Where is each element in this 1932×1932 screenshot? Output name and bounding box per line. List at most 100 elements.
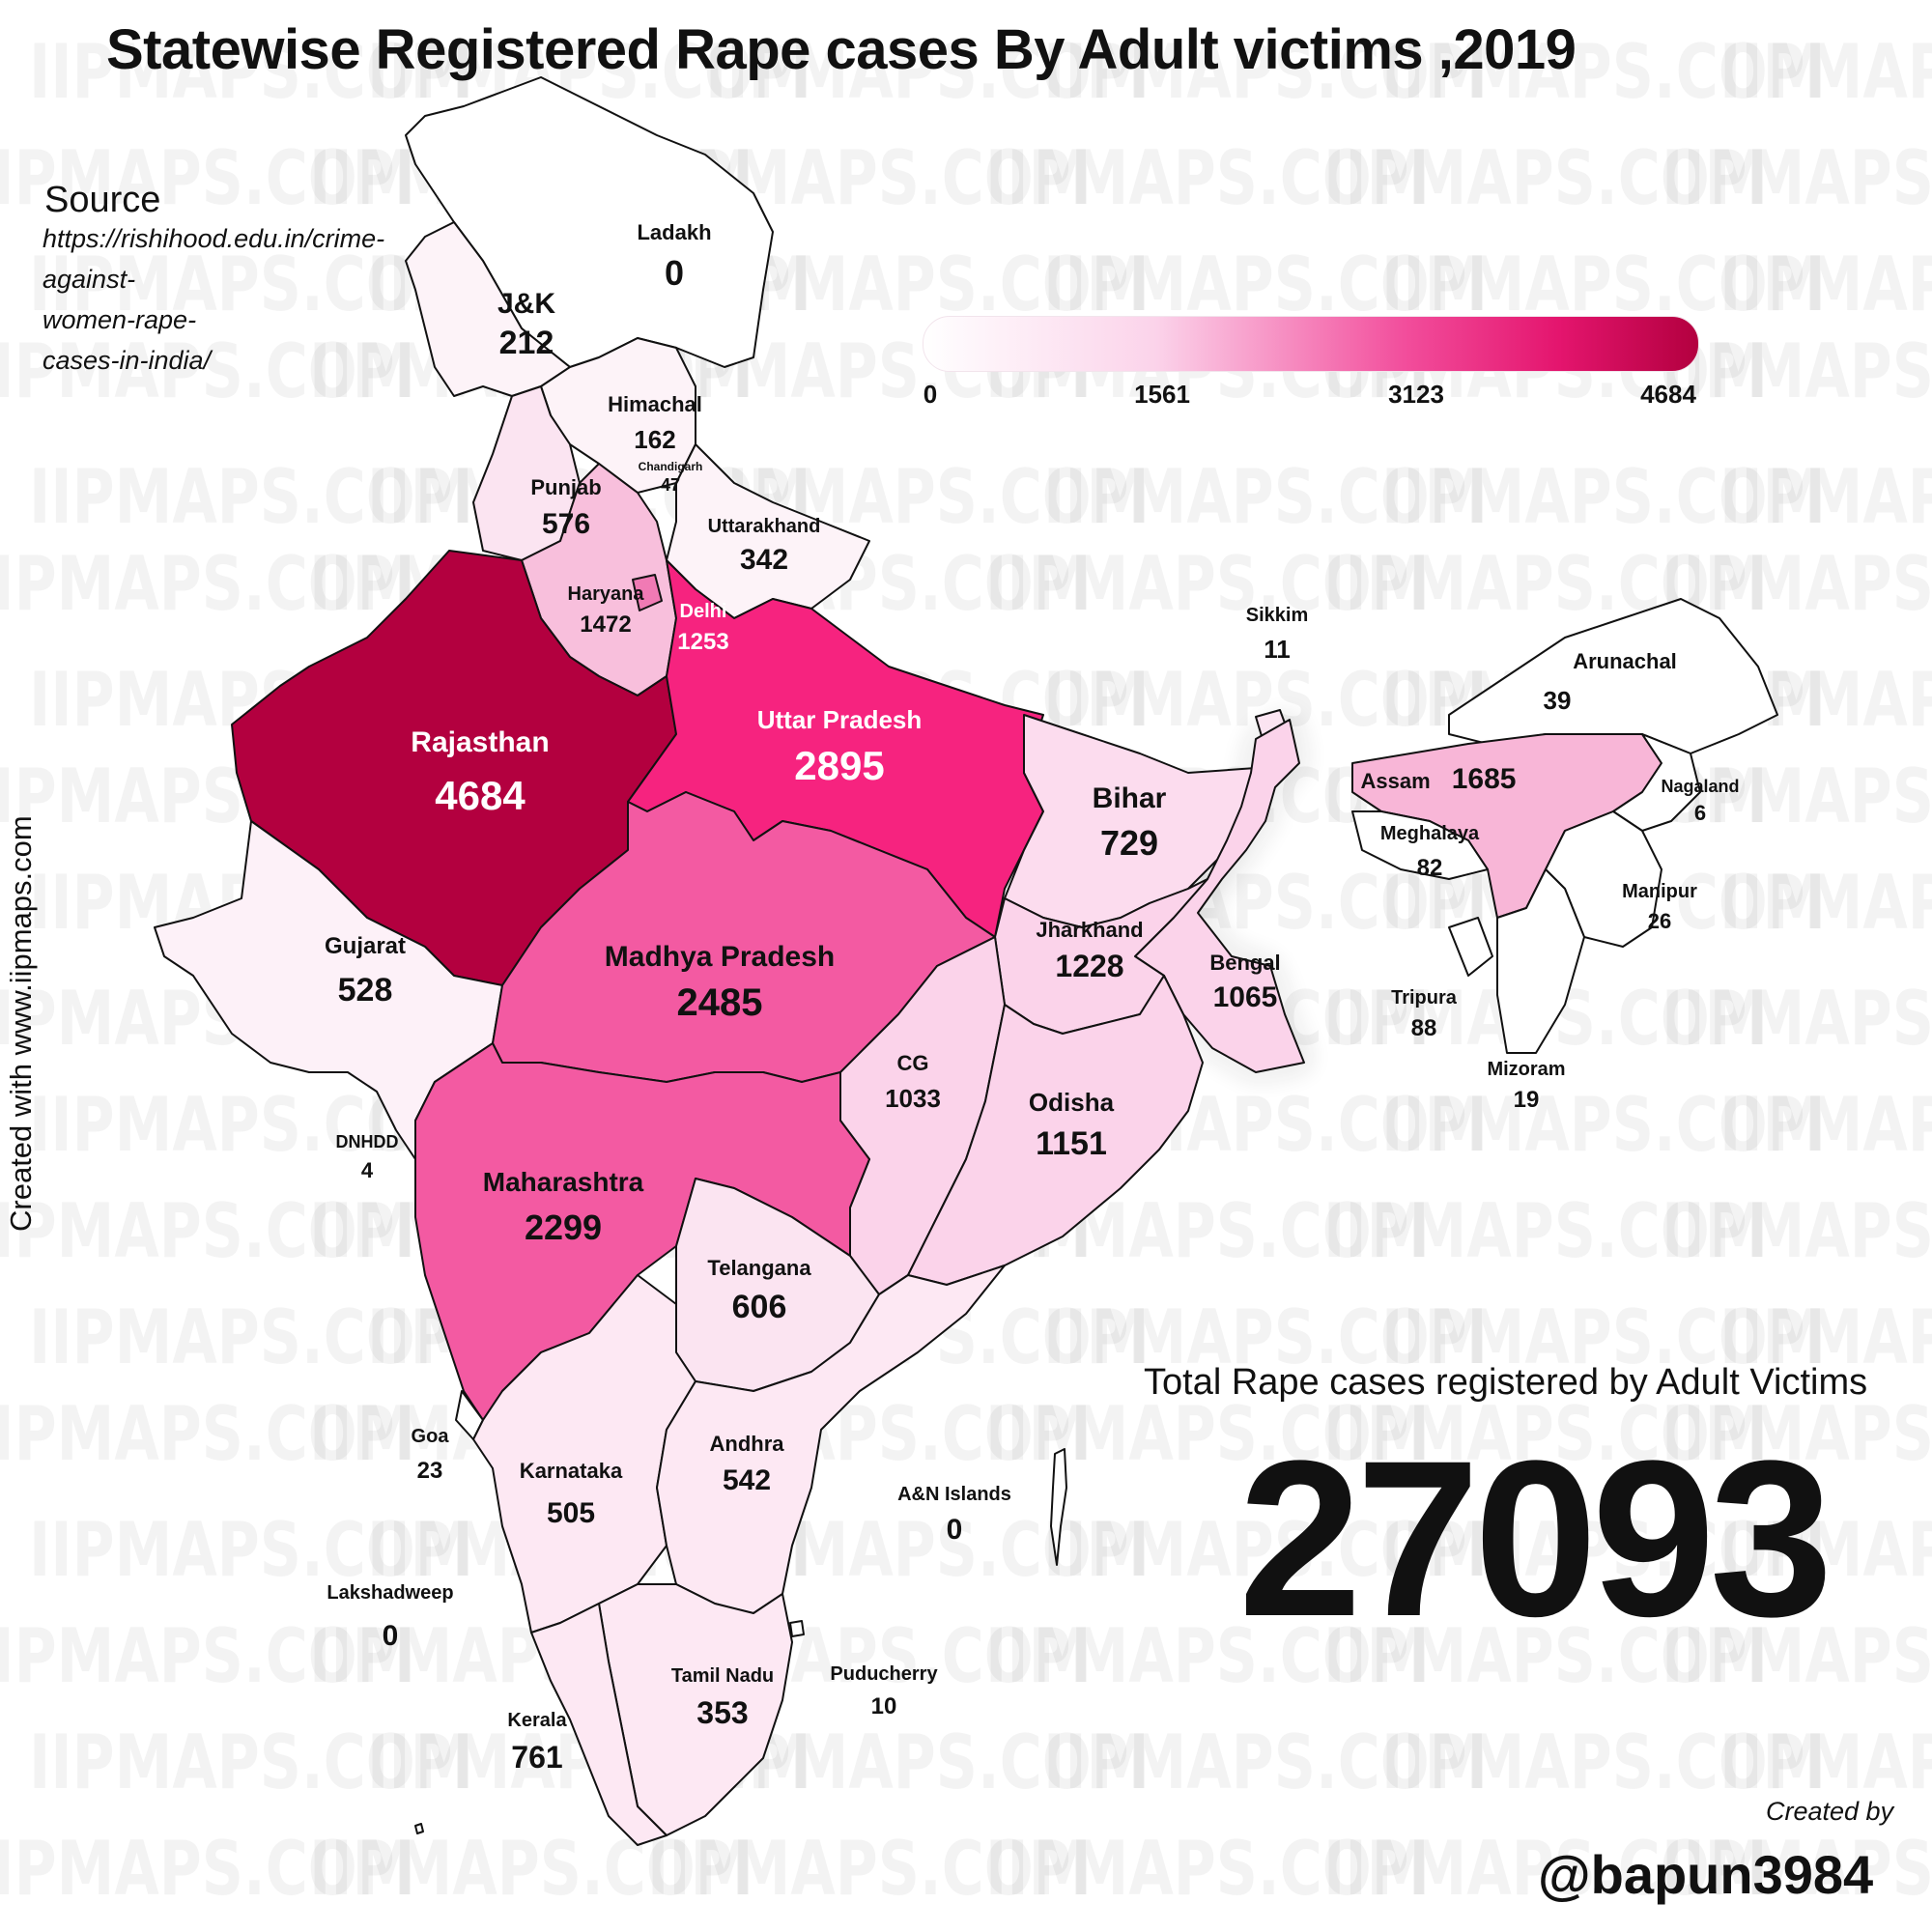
- region-label-ladakh: Ladakh 0: [637, 220, 711, 294]
- region-name: Odisha: [1028, 1088, 1115, 1117]
- region-label-delhi: Delhi 1253: [677, 601, 728, 656]
- region-label-punjab: Punjab 576: [530, 475, 601, 541]
- legend-tick-max: 4684: [1640, 380, 1696, 409]
- region-value: 2299: [524, 1208, 603, 1247]
- side-credit: Created with www.iipmaps.com: [4, 815, 38, 1232]
- region-value: 10: [870, 1693, 897, 1719]
- region-label-maharashtra: Maharashtra 2299: [483, 1167, 644, 1248]
- region-name: Meghalaya: [1379, 823, 1480, 844]
- region-label-arunachal: Arunachal 39: [1544, 649, 1677, 716]
- region-label-andhra: Andhra 542: [710, 1432, 784, 1497]
- region-value: 1033: [885, 1084, 941, 1113]
- region-value: 19: [1513, 1087, 1540, 1113]
- region-name: Madhya Pradesh: [604, 941, 836, 973]
- region-value: 342: [739, 544, 789, 576]
- region-value: 0: [946, 1514, 963, 1546]
- region-value: 0: [664, 253, 685, 293]
- region-label-rajasthan: Rajasthan 4684: [411, 726, 549, 819]
- region-delhi[interactable]: [632, 574, 663, 611]
- region-name: Rajasthan: [411, 726, 550, 758]
- region-label-j-k: J&K 212: [497, 288, 555, 362]
- region-name: Himachal: [608, 392, 702, 416]
- region-name: Bengal: [1209, 951, 1281, 975]
- region-odisha[interactable]: [907, 975, 1204, 1286]
- region-value: 82: [1416, 855, 1443, 881]
- region-name: Tamil Nadu: [670, 1665, 775, 1687]
- region-label-karnataka: Karnataka 505: [520, 1459, 622, 1530]
- region-value: 505: [546, 1497, 596, 1529]
- region-value: 162: [634, 425, 676, 454]
- source-link-line-2[interactable]: against-: [43, 265, 136, 294]
- region-label-gujarat: Gujarat 528: [325, 933, 406, 1009]
- region-jk[interactable]: [405, 221, 571, 397]
- region-label-bihar: Bihar 729: [1093, 782, 1167, 864]
- source-link-line-1[interactable]: https://rishihood.edu.in/crime-: [43, 224, 385, 253]
- region-label-cg: CG 1033: [885, 1051, 941, 1114]
- region-value: 542: [722, 1464, 772, 1496]
- region-name: Puducherry: [830, 1663, 938, 1685]
- region-name: Arunachal: [1573, 649, 1677, 673]
- legend-tick-3: 3123: [1388, 380, 1444, 409]
- region-lakshadweep[interactable]: [414, 1823, 424, 1834]
- region-name: Telangana: [707, 1256, 811, 1280]
- region-tripura[interactable]: [1448, 917, 1493, 977]
- source-link-line-4[interactable]: cases-in-india/: [43, 346, 212, 375]
- region-name: Bihar: [1092, 782, 1167, 814]
- legend-tick-min: 0: [923, 380, 938, 409]
- region-label-chandigarh: Chandigarh 47: [639, 460, 703, 496]
- region-name: Maharashtra: [482, 1167, 644, 1197]
- region-value: 1065: [1212, 981, 1278, 1013]
- region-label-tamil-nadu: Tamil Nadu 353: [671, 1665, 774, 1731]
- region-name: Mizoram: [1487, 1059, 1566, 1080]
- region-kerala[interactable]: [530, 1603, 668, 1846]
- region-value: 1151: [1036, 1125, 1107, 1162]
- region-value: 88: [1410, 1015, 1437, 1041]
- region-puducherry[interactable]: [789, 1620, 805, 1637]
- region-name: Chandigarh: [638, 460, 703, 473]
- source-heading: Source: [44, 180, 161, 220]
- region-value: 1472: [580, 611, 632, 638]
- region-label-kerala: Kerala 761: [507, 1710, 566, 1776]
- region-name: Assam: [1360, 769, 1431, 793]
- region-bengal[interactable]: [1134, 719, 1305, 1073]
- author-handle: @bapun3984: [1538, 1844, 1874, 1905]
- region-label-puducherry: Puducherry 10: [830, 1663, 937, 1720]
- region-value: 6: [1693, 801, 1707, 825]
- created-by-label: Created by: [1766, 1797, 1894, 1826]
- region-name: Manipur: [1622, 881, 1697, 902]
- region-label-odisha: Odisha 1151: [1029, 1088, 1114, 1163]
- region-label-haryana: Haryana 1472: [568, 583, 644, 639]
- region-label-nagaland: Nagaland 6: [1661, 777, 1739, 826]
- region-value: 4684: [435, 773, 526, 818]
- source-link-line-3[interactable]: women-rape-: [43, 305, 197, 334]
- region-label-goa: Goa 23: [412, 1426, 449, 1485]
- region-value: 606: [731, 1289, 787, 1325]
- region-value: 0: [382, 1620, 399, 1652]
- region-name: Haryana: [567, 583, 644, 605]
- region-value: 212: [498, 325, 554, 361]
- region-label-assam: Assam 1685: [1361, 763, 1517, 796]
- region-name: Karnataka: [519, 1459, 623, 1483]
- region-value: 2895: [794, 743, 885, 788]
- region-meghalaya[interactable]: [1351, 810, 1489, 880]
- region-name: Uttarakhand: [707, 516, 821, 537]
- region-value: 1228: [1055, 949, 1124, 983]
- region-value: 4: [360, 1158, 374, 1182]
- region-name: Nagaland: [1661, 777, 1740, 796]
- region-label-jharkhand: Jharkhand 1228: [1036, 918, 1143, 984]
- region-name: Uttar Pradesh: [756, 705, 923, 734]
- region-name: Jharkhand: [1036, 918, 1144, 942]
- region-value: 23: [416, 1458, 443, 1484]
- region-label-bengal: Bengal 1065: [1209, 951, 1280, 1014]
- region-mizoram[interactable]: [1496, 868, 1585, 1054]
- region-andhra[interactable]: [656, 1264, 1006, 1614]
- region-label-lakshadweep: Lakshadweep 0: [327, 1582, 453, 1653]
- region-name: Lakshadweep: [327, 1582, 454, 1604]
- region-value: 26: [1647, 909, 1672, 933]
- region-name: A&N Islands: [897, 1484, 1011, 1505]
- region-value: 528: [337, 972, 393, 1009]
- region-value: 2485: [676, 981, 763, 1024]
- region-gujarat[interactable]: [154, 820, 503, 1160]
- region-value: 47: [660, 475, 681, 495]
- region-an-islands[interactable]: [1050, 1448, 1067, 1566]
